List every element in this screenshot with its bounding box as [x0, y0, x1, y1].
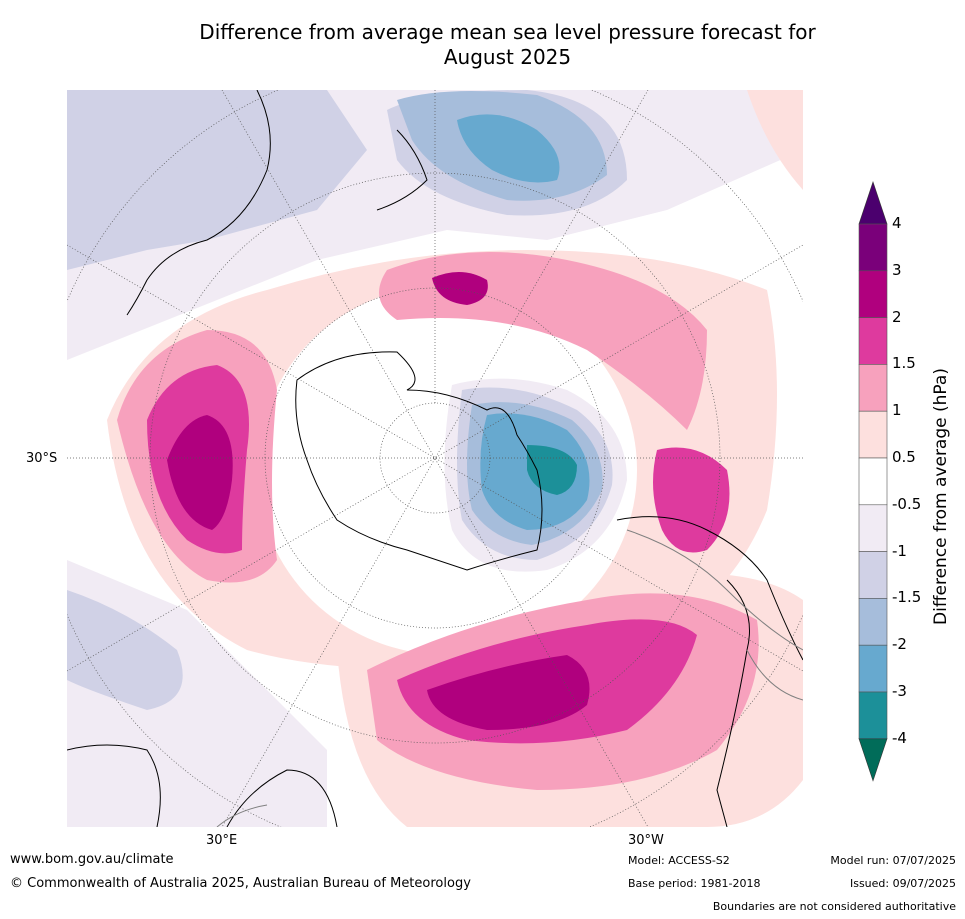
- region-lavender: [67, 590, 183, 710]
- colorbar-tick-label: 1: [892, 401, 902, 420]
- colorbar-tick-label: -3: [892, 682, 907, 700]
- colorbar-swatch: [858, 644, 888, 693]
- footer-copyright: © Commonwealth of Australia 2025, Austra…: [10, 876, 471, 891]
- colorbar-extend-min: [858, 738, 888, 782]
- lon-label-30w: 30°W: [628, 833, 664, 848]
- footer-disclaimer: Boundaries are not considered authoritat…: [712, 900, 956, 913]
- colorbar-swatch: [858, 691, 888, 740]
- region-lavender: [147, 97, 297, 173]
- graticule: [67, 90, 803, 827]
- footer-model: Model: ACCESS-S2: [628, 854, 730, 867]
- colorbar-tick-label: 2: [892, 307, 902, 326]
- colorbar-swatch: [858, 364, 888, 412]
- footer-url[interactable]: www.bom.gov.au/climate: [10, 852, 174, 867]
- colorbar-swatch: [858, 457, 888, 506]
- region-deep-magenta: [167, 415, 233, 530]
- lon-label-30e: 30°E: [206, 833, 238, 848]
- lat-label-30s: 30°S: [26, 451, 58, 466]
- colorbar-swatch: [858, 551, 888, 599]
- footer-issued: Issued: 09/07/2025: [849, 877, 956, 890]
- map-svg: [67, 90, 803, 827]
- colorbar-tick-label: -1: [892, 541, 907, 560]
- region-deep-magenta: [427, 655, 590, 730]
- colorbar-tick-label: -0.5: [892, 494, 922, 513]
- region-pale-pink: [747, 90, 803, 190]
- colorbar: 4 3 2 1.5 1 0.5 -0.5 -1 -1.5 -2 -3 -4: [855, 180, 965, 790]
- colorbar-tick-label: -4: [892, 728, 907, 747]
- footer-base-period: Base period: 1981-2018: [628, 877, 761, 890]
- colorbar-swatch: [858, 223, 888, 272]
- region-blue: [457, 114, 560, 183]
- region-magenta: [653, 447, 730, 553]
- pressure-anomaly-map: [67, 90, 803, 827]
- colorbar-tick-label: 4: [892, 214, 902, 232]
- colorbar-swatch: [858, 504, 888, 552]
- colorbar-title: Difference from average (hPa): [931, 368, 951, 625]
- country-borders: [216, 529, 803, 827]
- colorbar-tick-label: 0.5: [892, 448, 916, 466]
- colorbar-swatch: [858, 410, 888, 459]
- coastlines: [67, 90, 803, 827]
- region-deep-magenta: [432, 271, 488, 305]
- colorbar-tick-label: -2: [892, 635, 907, 654]
- footer-model-run: Model run: 07/07/2025: [830, 854, 956, 867]
- chart-title: Difference from average mean sea level p…: [120, 20, 895, 70]
- colorbar-swatch: [858, 270, 888, 318]
- colorbar-tick-label: 3: [892, 260, 902, 279]
- title-line-2: August 2025: [443, 45, 572, 69]
- title-line-1: Difference from average mean sea level p…: [199, 20, 816, 44]
- colorbar-swatches: [858, 181, 888, 782]
- colorbar-swatch: [858, 598, 888, 646]
- colorbar-tick-label: -1.5: [892, 588, 922, 607]
- colorbar-extend-max: [858, 181, 888, 225]
- colorbar-tick-label: 1.5: [892, 354, 916, 373]
- colorbar-swatch: [858, 317, 888, 365]
